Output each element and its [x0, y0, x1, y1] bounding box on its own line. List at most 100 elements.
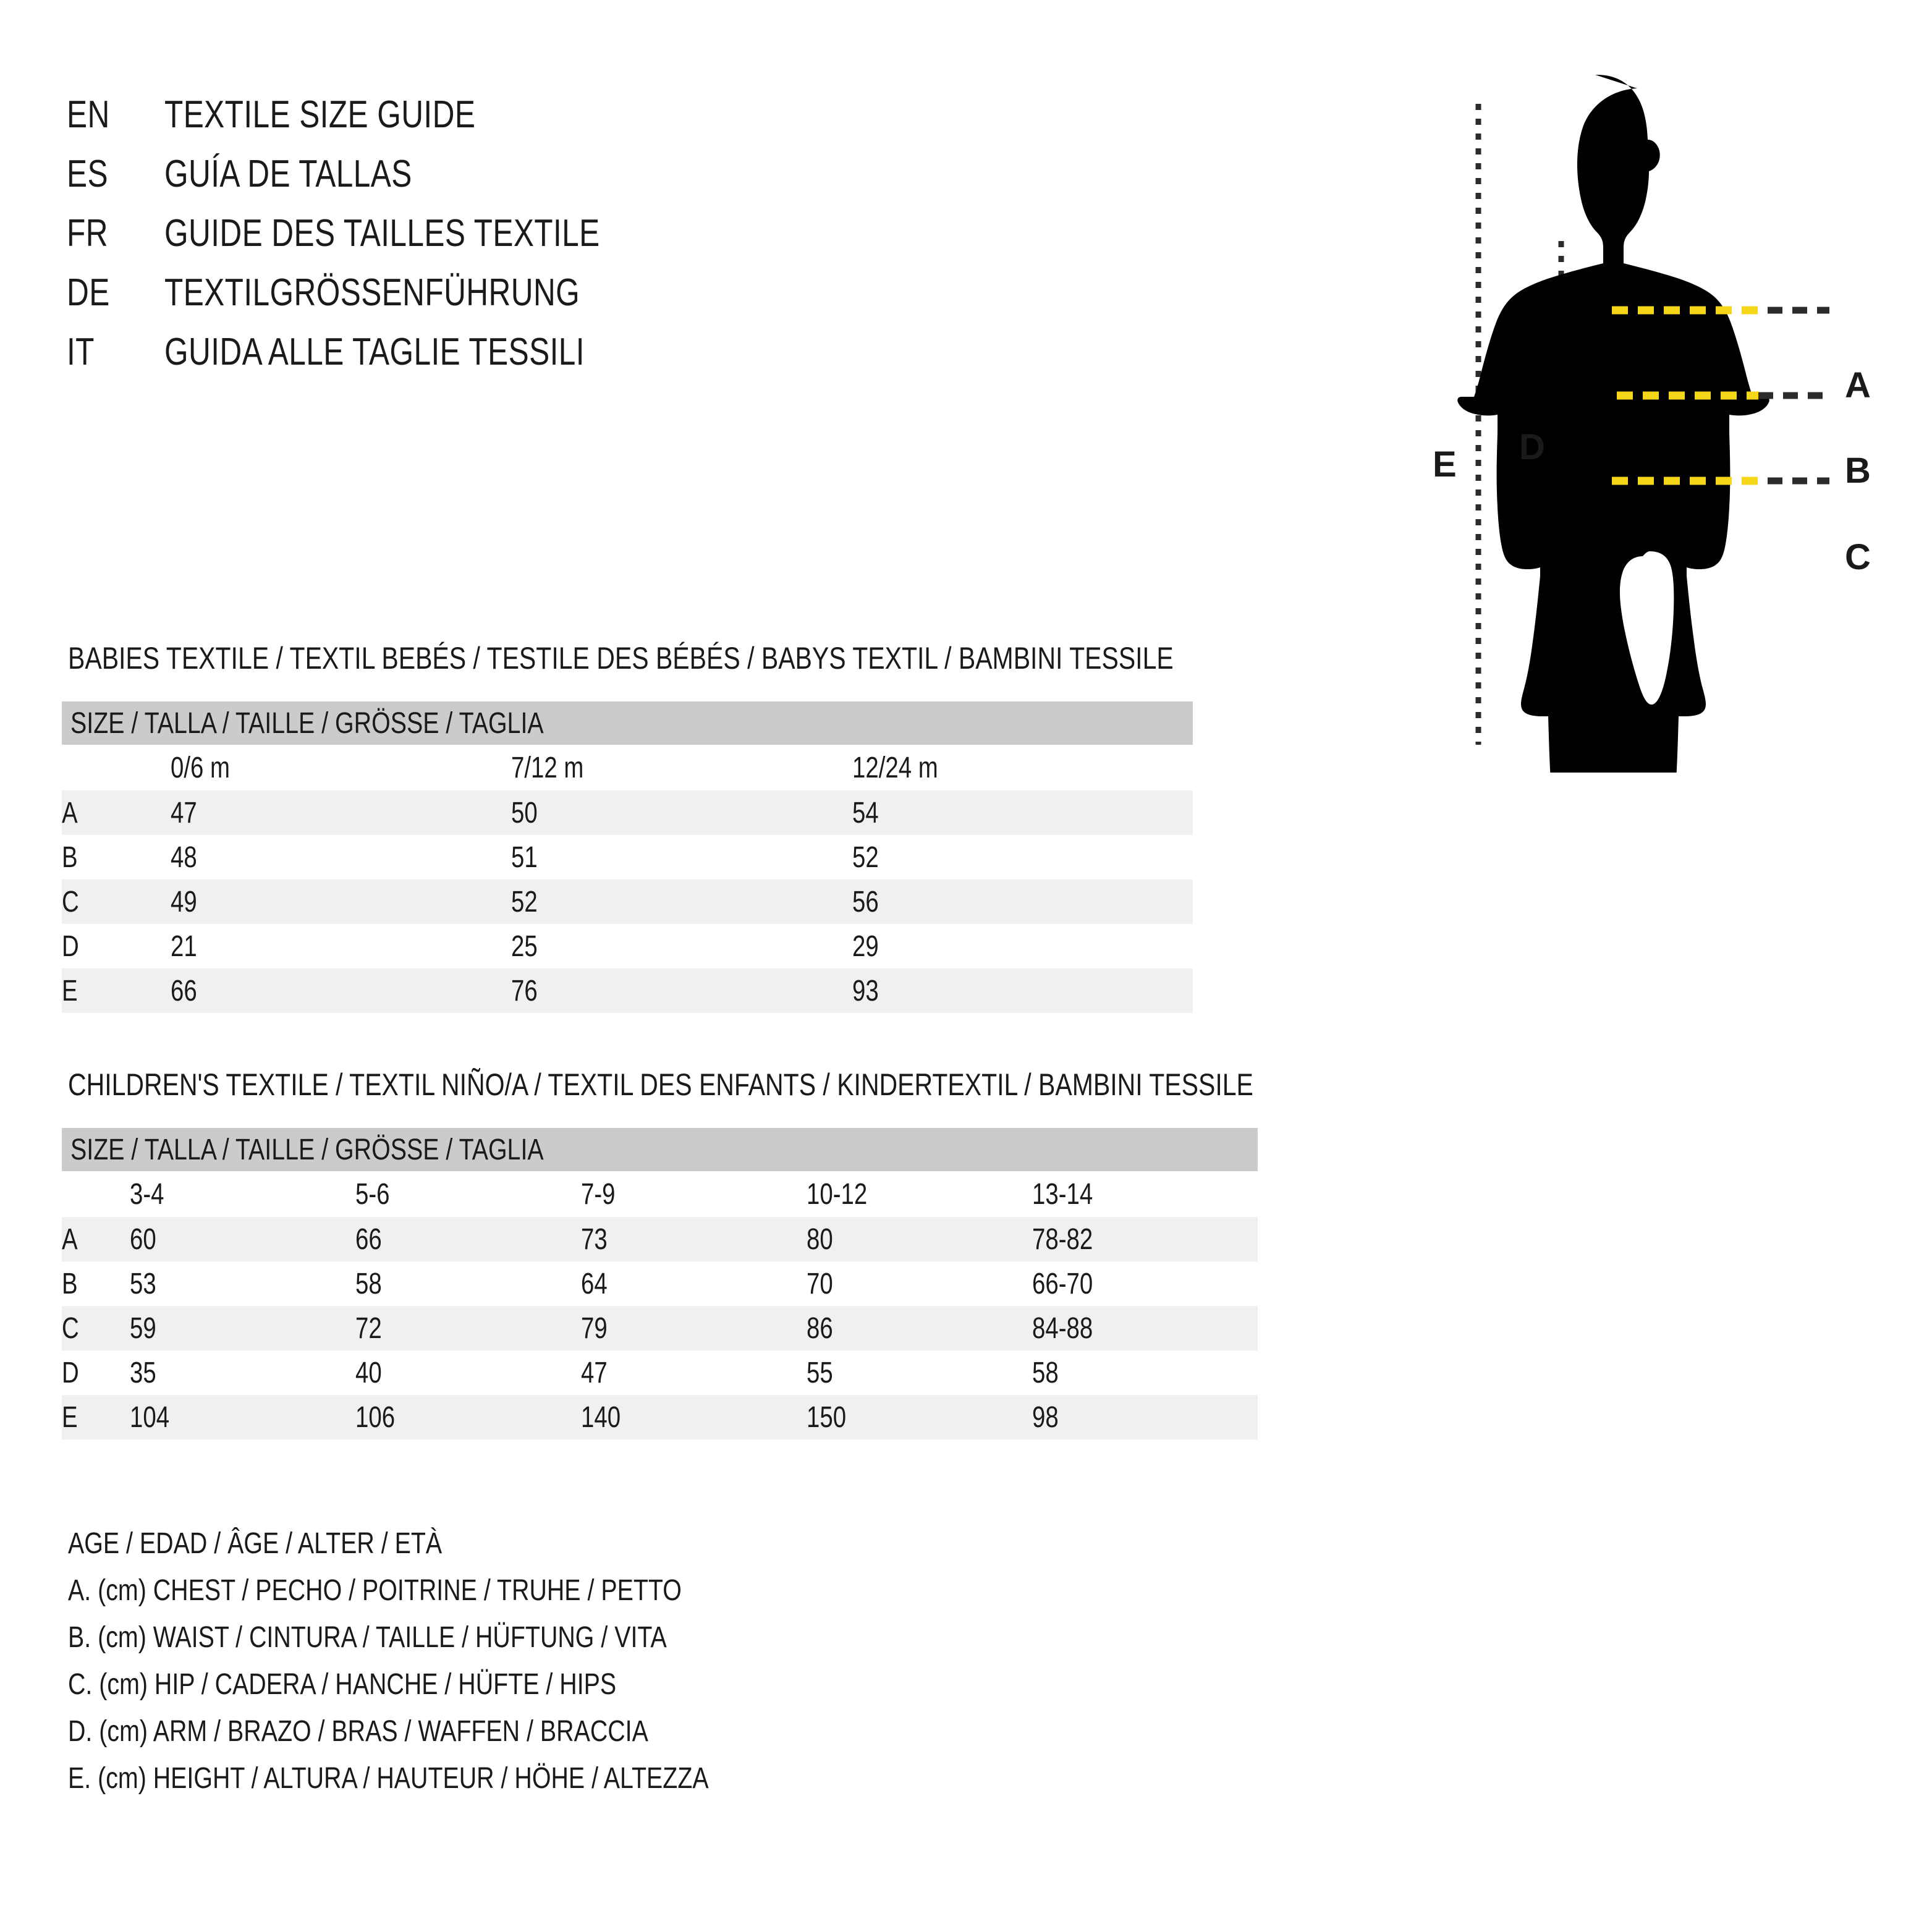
children-cell-2-3: 86: [807, 1306, 1032, 1350]
children-cell-0-2: 73: [581, 1217, 807, 1261]
legend-item-d: D. (cm) ARM / BRAZO / BRAS / WAFFEN / BR…: [68, 1715, 648, 1748]
children-band-header-row: SIZE / TALLA / TAILLE / GRÖSSE / TAGLIA: [62, 1128, 1258, 1171]
babies-cell-1-1: 51: [511, 835, 852, 879]
figure-label-c: C: [1845, 537, 1871, 577]
title-lang-es: ES: [67, 153, 108, 195]
babies-cell-4-1: 76: [511, 968, 852, 1013]
title-row-fr: FR GUIDE DES TAILLES TEXTILE: [67, 211, 709, 271]
children-row-label-2: C: [62, 1306, 130, 1350]
babies-cell-4-0: 66: [170, 968, 512, 1013]
table-row: A 47 50 54: [62, 790, 1193, 835]
children-cell-3-3: 55: [807, 1350, 1032, 1395]
babies-row-label-4: E: [62, 968, 171, 1013]
children-col-head-1: 5-6: [355, 1171, 581, 1217]
children-cell-0-3: 80: [807, 1217, 1032, 1261]
babies-cell-3-0: 21: [170, 924, 512, 968]
children-col-head-0: 3-4: [130, 1171, 355, 1217]
children-cell-1-4: 66-70: [1032, 1261, 1258, 1306]
children-cell-1-3: 70: [807, 1261, 1032, 1306]
table-row: B 48 51 52: [62, 835, 1193, 879]
children-cell-3-1: 40: [355, 1350, 581, 1395]
children-cell-4-2: 140: [581, 1395, 807, 1439]
child-body-silhouette: [1457, 74, 1769, 773]
children-band-header: SIZE / TALLA / TAILLE / GRÖSSE / TAGLIA: [62, 1128, 1258, 1171]
children-cell-4-3: 150: [807, 1395, 1032, 1439]
babies-col-head-2: 12/24 m: [852, 745, 1193, 790]
babies-cell-4-2: 93: [852, 968, 1193, 1013]
children-cell-3-0: 35: [130, 1350, 355, 1395]
babies-col-head-0: 0/6 m: [170, 745, 512, 790]
children-cell-4-0: 104: [130, 1395, 355, 1439]
babies-section-caption: BABIES TEXTILE / TEXTIL BEBÉS / TESTILE …: [68, 641, 1174, 676]
title-text-en: TEXTILE SIZE GUIDE: [164, 93, 476, 136]
title-row-es: ES GUÍA DE TALLAS: [67, 152, 709, 211]
title-row-it: IT GUIDA ALLE TAGLIE TESSILI: [67, 330, 709, 389]
table-row: C 49 52 56: [62, 879, 1193, 924]
title-lang-fr: FR: [67, 212, 108, 255]
children-cell-2-2: 79: [581, 1306, 807, 1350]
babies-cell-3-1: 25: [511, 924, 852, 968]
babies-row-label-3: D: [62, 924, 171, 968]
babies-band-header: SIZE / TALLA / TAILLE / GRÖSSE / TAGLIA: [62, 701, 1193, 745]
title-lang-en: EN: [67, 93, 110, 136]
title-block: EN TEXTILE SIZE GUIDE ES GUÍA DE TALLAS …: [67, 93, 709, 389]
children-row-label-1: B: [62, 1261, 130, 1306]
children-cell-0-1: 66: [355, 1217, 581, 1261]
babies-cell-0-1: 50: [511, 790, 852, 835]
babies-cell-2-1: 52: [511, 879, 852, 924]
measurement-legend: AGE / EDAD / ÂGE / ALTER / ETÀ A. (cm) C…: [68, 1527, 849, 1808]
table-row: A 60 66 73 80 78-82: [62, 1217, 1258, 1261]
table-row: C 59 72 79 86 84-88: [62, 1306, 1258, 1350]
babies-cell-3-2: 29: [852, 924, 1193, 968]
title-lang-de: DE: [67, 271, 110, 314]
measurement-diagram: E D A B C: [1397, 74, 1910, 773]
table-row: E 66 76 93: [62, 968, 1193, 1013]
children-row-label-4: E: [62, 1395, 130, 1439]
title-text-es: GUÍA DE TALLAS: [164, 153, 412, 195]
babies-column-header-row: 0/6 m 7/12 m 12/24 m: [62, 745, 1193, 790]
figure-label-e: E: [1433, 444, 1457, 485]
title-text-de: TEXTILGRÖSSENFÜHRUNG: [164, 271, 580, 314]
children-cell-1-0: 53: [130, 1261, 355, 1306]
legend-item-e: E. (cm) HEIGHT / ALTURA / HAUTEUR / HÖHE…: [68, 1762, 709, 1795]
children-col-head-4: 13-14: [1032, 1171, 1258, 1217]
table-row: D 35 40 47 55 58: [62, 1350, 1258, 1395]
children-col-head-2: 7-9: [581, 1171, 807, 1217]
babies-cell-2-0: 49: [170, 879, 512, 924]
babies-cell-1-2: 52: [852, 835, 1193, 879]
children-cell-3-4: 58: [1032, 1350, 1258, 1395]
children-cell-3-2: 47: [581, 1350, 807, 1395]
children-cell-2-0: 59: [130, 1306, 355, 1350]
children-cell-1-1: 58: [355, 1261, 581, 1306]
child-silhouette-svg: [1457, 74, 1829, 773]
babies-row-label-2: C: [62, 879, 171, 924]
title-text-it: GUIDA ALLE TAGLIE TESSILI: [164, 331, 585, 373]
figure-label-b: B: [1845, 451, 1871, 491]
figure-label-d: D: [1519, 427, 1545, 467]
table-row: D 21 25 29: [62, 924, 1193, 968]
babies-band-header-row: SIZE / TALLA / TAILLE / GRÖSSE / TAGLIA: [62, 701, 1193, 745]
children-row-label-0: A: [62, 1217, 130, 1261]
table-row: B 53 58 64 70 66-70: [62, 1261, 1258, 1306]
babies-size-table: SIZE / TALLA / TAILLE / GRÖSSE / TAGLIA …: [62, 701, 1193, 1013]
children-cell-4-1: 106: [355, 1395, 581, 1439]
legend-item-c: C. (cm) HIP / CADERA / HANCHE / HÜFTE / …: [68, 1668, 617, 1701]
babies-cell-2-2: 56: [852, 879, 1193, 924]
babies-corner-cell: [62, 745, 171, 790]
legend-age-line: AGE / EDAD / ÂGE / ALTER / ETÀ: [68, 1527, 443, 1560]
leg-separation-gap: [1619, 551, 1674, 705]
children-row-label-3: D: [62, 1350, 130, 1395]
children-column-header-row: 3-4 5-6 7-9 10-12 13-14: [62, 1171, 1258, 1217]
babies-cell-1-0: 48: [170, 835, 512, 879]
babies-row-label-0: A: [62, 790, 171, 835]
children-cell-2-4: 84-88: [1032, 1306, 1258, 1350]
table-row: E 104 106 140 150 98: [62, 1395, 1258, 1439]
legend-item-a: A. (cm) CHEST / PECHO / POITRINE / TRUHE…: [68, 1574, 682, 1607]
children-section-caption: CHILDREN'S TEXTILE / TEXTIL NIÑO/A / TEX…: [68, 1067, 1253, 1102]
babies-col-head-1: 7/12 m: [511, 745, 852, 790]
children-col-head-3: 10-12: [807, 1171, 1032, 1217]
children-cell-4-4: 98: [1032, 1395, 1258, 1439]
babies-row-label-1: B: [62, 835, 171, 879]
children-cell-1-2: 64: [581, 1261, 807, 1306]
